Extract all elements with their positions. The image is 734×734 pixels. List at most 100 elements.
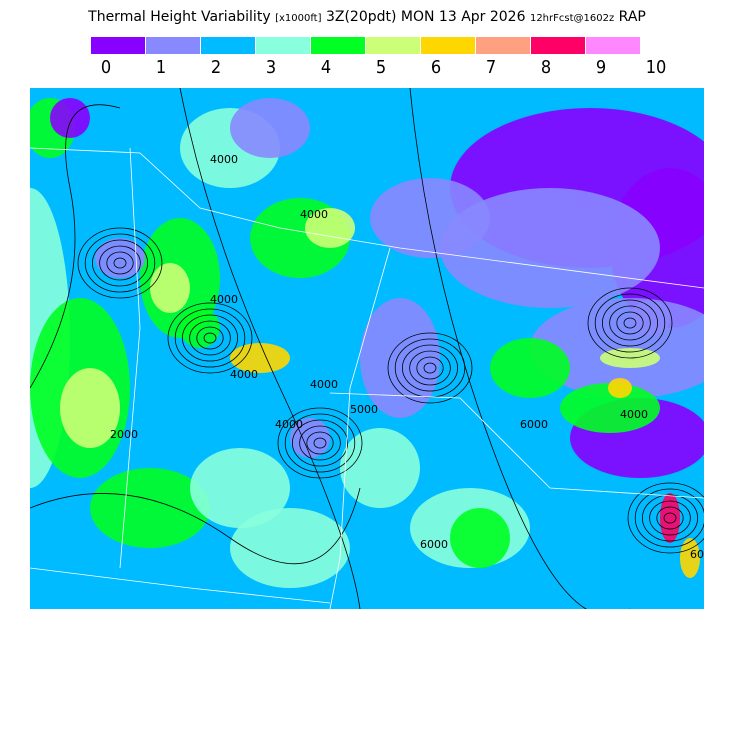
fill-region [440, 188, 660, 308]
legend-swatch-5 [366, 37, 421, 54]
fill-region [490, 338, 570, 398]
title-model: RAP [618, 9, 646, 25]
legend-tick-label: 4 [320, 57, 332, 78]
border-line [329, 392, 704, 499]
color-legend [91, 37, 641, 54]
legend-swatch-2 [201, 37, 256, 54]
legend-tick-label: 7 [485, 57, 497, 78]
contour-line [616, 311, 644, 335]
title-forecast: 12hrFcst@1602z [529, 13, 615, 24]
legend-ticks: 0 1 2 3 4 5 6 7 8 9 10 [91, 57, 681, 79]
title-main: Thermal Height Variability [88, 9, 271, 25]
fill-region [230, 508, 350, 588]
contour-line [181, 314, 238, 362]
border-line [329, 247, 391, 609]
legend-tick-label: 1 [155, 57, 167, 78]
border-line [30, 567, 331, 604]
contour-line [401, 344, 458, 392]
legend-tick-label: 6 [430, 57, 442, 78]
contour-label: 4000 [310, 378, 338, 391]
contour-line [387, 332, 473, 404]
fill-region [450, 508, 510, 568]
contour-line [277, 407, 363, 479]
contour-line [627, 482, 704, 554]
fill-region [630, 300, 670, 336]
fill-region [150, 263, 190, 313]
contour-line [106, 251, 134, 275]
contour-line [92, 239, 149, 287]
legend-tick-label: 0 [100, 57, 112, 78]
border-line [30, 147, 704, 289]
contour-line [642, 494, 699, 542]
fill-region [90, 468, 210, 548]
contour-line [167, 302, 253, 374]
contour-line [663, 512, 677, 524]
contour-line [99, 245, 141, 281]
border-line [119, 147, 141, 569]
fill-region [360, 298, 440, 418]
legend-swatch-7 [476, 37, 531, 54]
fill-region [340, 428, 420, 508]
contour-line [203, 332, 217, 344]
color-fill-regions [30, 98, 704, 588]
legend-swatch-4 [311, 37, 366, 54]
contour-label: 2000 [110, 428, 138, 441]
contour-line [602, 299, 659, 347]
contour-label: 4000 [210, 293, 238, 306]
contour-line [409, 88, 630, 609]
legend-tick-label: 2 [210, 57, 222, 78]
contour-line [291, 419, 348, 467]
fill-region [190, 448, 290, 528]
contour-line [30, 487, 361, 564]
legend-tick-label: 5 [375, 57, 387, 78]
fill-region [230, 98, 310, 158]
legend-swatch-9 [586, 37, 641, 54]
contour-line [179, 88, 361, 609]
contour-line [656, 506, 684, 530]
contour-line [306, 431, 334, 455]
fill-region [370, 178, 490, 258]
contour-line [84, 233, 156, 293]
contour-line [299, 425, 341, 461]
contour-line [174, 308, 246, 368]
contour-line [30, 104, 121, 389]
fill-region [680, 538, 700, 578]
contour-label: 6000 [420, 538, 448, 551]
state-borders [30, 147, 704, 609]
contour-line [416, 356, 444, 380]
contour-lines [30, 88, 704, 609]
fill-region [660, 493, 680, 543]
fill-region [60, 368, 120, 448]
fill-region [50, 98, 90, 138]
contour-label: 6000 [690, 548, 704, 561]
contour-label: 5000 [350, 403, 378, 416]
contour-line [649, 500, 691, 536]
contour-label: 4000 [210, 153, 238, 166]
contour-label: 4000 [620, 408, 648, 421]
contour-line [609, 305, 651, 341]
contour-line [313, 437, 327, 449]
contour-line [284, 413, 356, 473]
contour-line [587, 287, 673, 359]
title-units: [x1000ft] [275, 13, 322, 24]
contour-label: 4000 [300, 208, 328, 221]
contour-line [77, 227, 163, 299]
legend-swatch-3 [256, 37, 311, 54]
map-title: Thermal Height Variability [x1000ft] 3Z(… [0, 9, 734, 25]
title-time: 3Z(20pdt) MON 13 Apr 2026 [325, 9, 526, 25]
contour-label: 4000 [275, 418, 303, 431]
contour-line [423, 362, 437, 374]
fill-region [230, 343, 290, 373]
fill-region [560, 383, 660, 433]
legend-tick-label: 9 [595, 57, 607, 78]
contour-line [409, 350, 451, 386]
contour-line [189, 320, 231, 356]
legend-swatch-0 [91, 37, 146, 54]
contour-label: 4000 [230, 368, 258, 381]
contour-line [196, 326, 224, 350]
fill-region [305, 208, 355, 248]
legend-tick-label: 3 [265, 57, 277, 78]
contour-line [594, 293, 666, 353]
legend-tick-label: 8 [540, 57, 552, 78]
legend-swatch-6 [421, 37, 476, 54]
